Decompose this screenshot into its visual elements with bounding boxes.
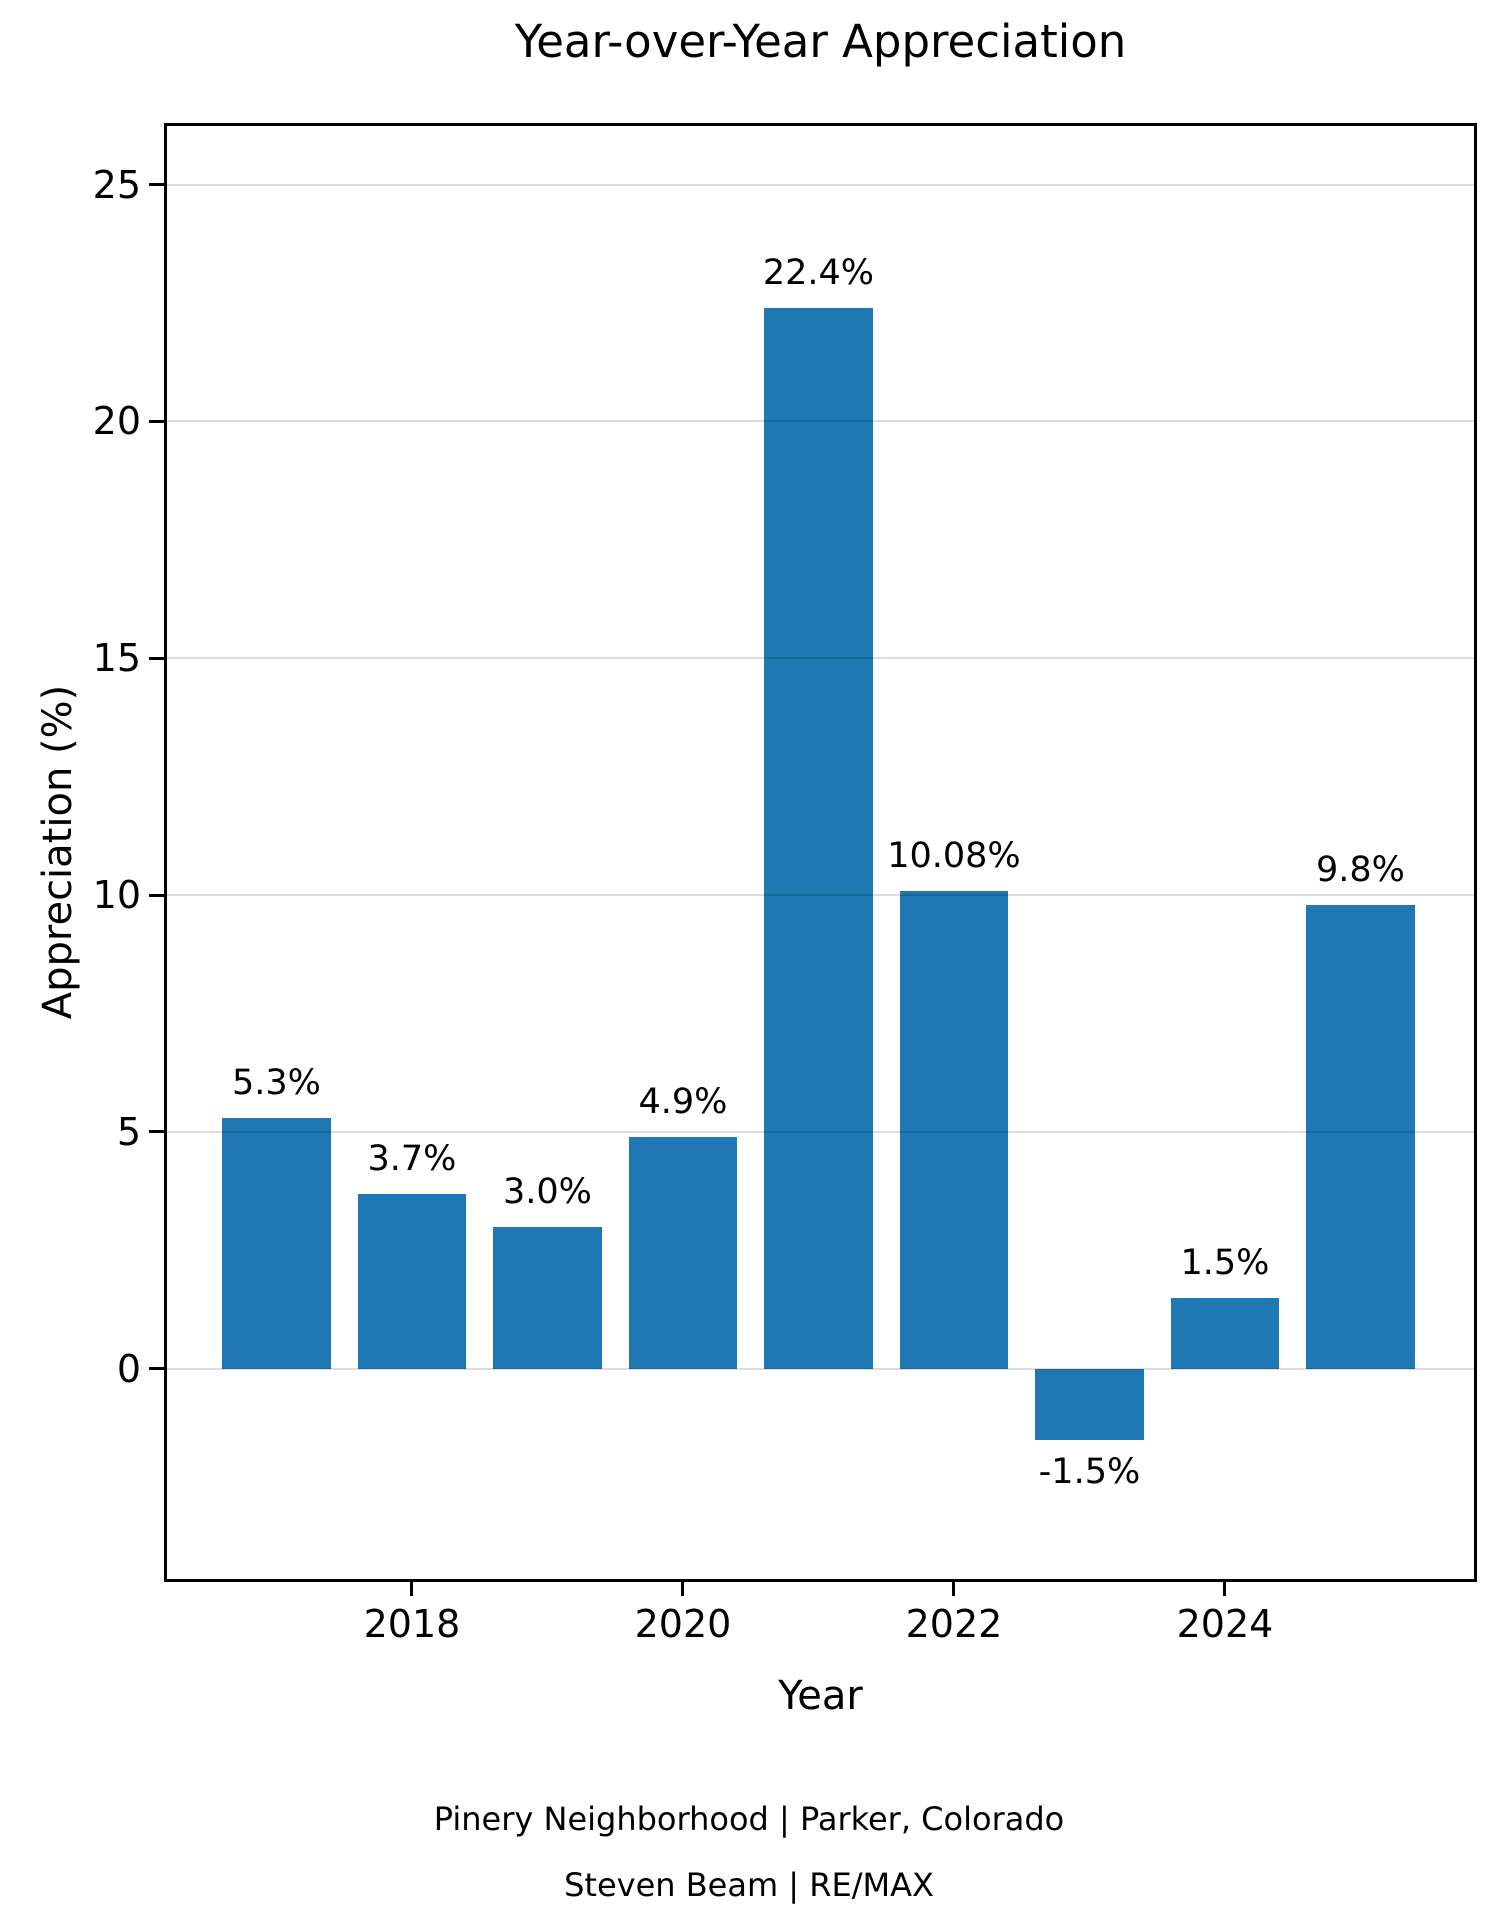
y-tick-mark xyxy=(149,893,164,897)
bar-value-label: -1.5% xyxy=(1038,1451,1141,1492)
y-tick-mark xyxy=(149,1130,164,1134)
x-tick-mark xyxy=(410,1582,414,1596)
y-tick-label: 0 xyxy=(116,1346,141,1391)
bar xyxy=(1306,904,1415,1369)
y-tick-label: 5 xyxy=(116,1109,141,1154)
bar xyxy=(1170,1297,1280,1369)
bar-value-label: 9.8% xyxy=(1316,849,1405,890)
bar-value-label: 3.0% xyxy=(502,1171,592,1212)
gridline xyxy=(167,657,1474,660)
gridline xyxy=(167,420,1474,423)
x-tick-mark xyxy=(681,1582,685,1596)
x-tick-label: 2018 xyxy=(363,1602,461,1646)
y-tick-label: 20 xyxy=(92,399,141,444)
x-tick-label: 2020 xyxy=(634,1602,732,1646)
bar xyxy=(1035,1368,1144,1440)
bar-value-label: 10.08% xyxy=(887,836,1021,877)
y-tick-label: 10 xyxy=(92,873,141,918)
chart-title: Year-over-Year Appreciation xyxy=(514,15,1127,68)
bar-value-label: 3.7% xyxy=(367,1138,457,1179)
y-tick-mark xyxy=(149,656,164,660)
y-tick-mark xyxy=(149,183,164,187)
bar xyxy=(222,1117,331,1369)
x-tick-label: 2024 xyxy=(1176,1602,1274,1646)
gridline xyxy=(167,1367,1474,1370)
gridline xyxy=(167,1130,1474,1133)
y-tick-label: 25 xyxy=(92,162,141,207)
x-tick-mark xyxy=(1223,1582,1227,1596)
bar xyxy=(357,1193,467,1369)
y-tick-mark xyxy=(149,1367,164,1371)
x-axis-label: Year xyxy=(778,1673,863,1719)
x-tick-mark xyxy=(952,1582,956,1596)
bar-value-label: 1.5% xyxy=(1180,1242,1270,1283)
bar xyxy=(764,307,873,1369)
bar xyxy=(628,1136,738,1369)
gridline xyxy=(167,894,1474,897)
y-axis-label: Appreciation (%) xyxy=(35,684,81,1020)
bar-value-label: 22.4% xyxy=(762,252,875,293)
bar xyxy=(493,1226,602,1369)
bar xyxy=(899,891,1009,1369)
y-tick-label: 15 xyxy=(92,636,141,681)
footer-line-1: Pinery Neighborhood | Parker, Colorado xyxy=(433,1800,1065,1838)
footer-line-2: Steven Beam | RE/MAX xyxy=(564,1866,934,1904)
gridline xyxy=(167,183,1474,186)
bar-value-label: 4.9% xyxy=(638,1081,728,1122)
y-tick-mark xyxy=(149,419,164,423)
bar-value-label: 5.3% xyxy=(231,1062,321,1103)
x-tick-label: 2022 xyxy=(905,1602,1003,1646)
